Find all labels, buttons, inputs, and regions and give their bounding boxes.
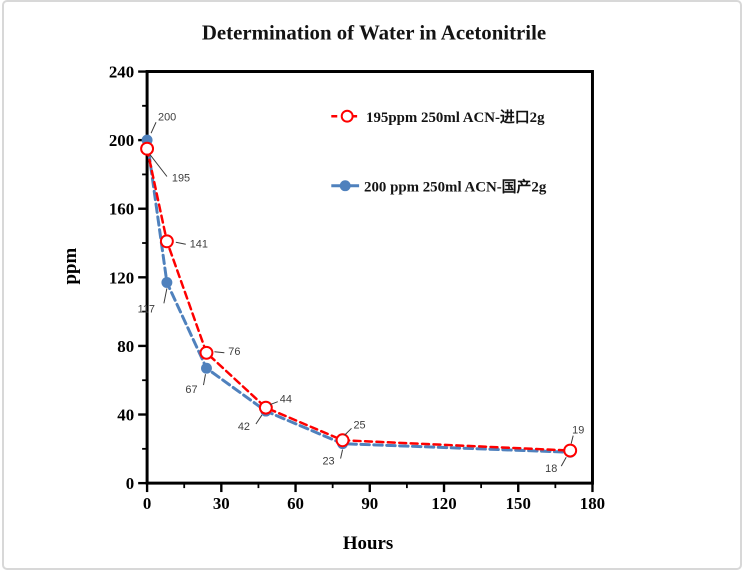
x-tick-label: 30 — [213, 494, 230, 513]
data-point-label: 18 — [545, 463, 557, 475]
data-point-labels: 200 117 67 42 23 18 195 141 76 44 25 19 — [138, 111, 585, 475]
data-point-label: 195 — [172, 172, 190, 184]
y-tick-label: 80 — [117, 337, 134, 356]
data-point-marker — [258, 400, 273, 415]
series-lines — [145, 138, 572, 454]
y-tick-label: 160 — [109, 200, 134, 219]
data-point-label: 42 — [238, 421, 250, 433]
data-point-label: 23 — [322, 456, 334, 468]
data-label-leader — [214, 351, 225, 354]
data-point-label: 200 — [158, 111, 176, 123]
series-line-1 — [145, 138, 572, 454]
data-label-leader — [150, 122, 157, 134]
data-point-markers — [140, 134, 578, 458]
y-tick-label: 120 — [109, 268, 134, 287]
data-point-label: 25 — [353, 419, 365, 431]
y-tick-label: 0 — [126, 474, 134, 493]
data-point-label: 117 — [138, 303, 155, 315]
series-line-0 — [145, 147, 572, 452]
data-label-leader — [163, 288, 168, 304]
axis-ticks — [138, 70, 594, 493]
legend-marker-open-circle — [340, 109, 354, 123]
chart-canvas: Determination of Water in Acetonitrile 0… — [60, 21, 605, 554]
x-tick-label: 120 — [431, 494, 456, 513]
data-label-leader — [175, 241, 186, 245]
legend-marker-filled-circle — [339, 180, 351, 192]
plot-frame — [145, 70, 594, 485]
x-tick-label: 180 — [580, 494, 605, 513]
legend-label-domestic: 200 ppm 250ml ACN-国产2g — [364, 178, 547, 196]
data-point-label: 67 — [185, 384, 197, 396]
x-tick-label: 0 — [143, 494, 151, 513]
y-tick-label: 40 — [117, 405, 134, 424]
data-point-label: 141 — [190, 238, 208, 250]
data-point-label: 76 — [228, 346, 240, 358]
data-label-leader — [344, 427, 352, 436]
data-point-marker — [140, 141, 155, 156]
data-label-leader — [570, 435, 574, 444]
legend-entry-domestic: 200 ppm 250ml ACN-国产2g — [331, 178, 547, 196]
x-tick-label: 150 — [506, 494, 531, 513]
data-point-marker — [563, 443, 578, 458]
data-label-leader — [255, 414, 263, 425]
y-tick-label: 240 — [109, 62, 134, 81]
data-point-label: 19 — [572, 425, 584, 437]
y-axis-label: ppm — [60, 248, 81, 285]
data-label-leader — [560, 456, 567, 467]
x-tick-label: 60 — [287, 494, 304, 513]
y-tick-label: 200 — [109, 131, 134, 150]
data-point-marker — [201, 362, 212, 374]
data-label-leader — [203, 374, 206, 386]
data-label-leader — [340, 449, 344, 459]
chart-title: Determination of Water in Acetonitrile — [202, 21, 546, 45]
legend: 195ppm 250ml ACN-进口2g 200 ppm 250ml ACN-… — [331, 109, 547, 196]
data-point-label: 44 — [280, 394, 292, 406]
data-point-marker — [335, 433, 350, 448]
x-tick-label: 90 — [361, 494, 378, 513]
legend-entry-imported: 195ppm 250ml ACN-进口2g — [331, 109, 545, 126]
data-point-marker — [199, 345, 214, 360]
data-point-marker — [161, 277, 173, 288]
data-label-leader — [269, 401, 278, 406]
data-label-leader — [149, 154, 168, 177]
data-point-marker — [159, 234, 174, 249]
legend-label-imported: 195ppm 250ml ACN-进口2g — [366, 109, 545, 126]
x-axis-label: Hours — [343, 533, 393, 554]
axis-tick-labels: 0 30 60 90 120 150 180 0 40 80 120 160 200 240 — [109, 62, 605, 512]
